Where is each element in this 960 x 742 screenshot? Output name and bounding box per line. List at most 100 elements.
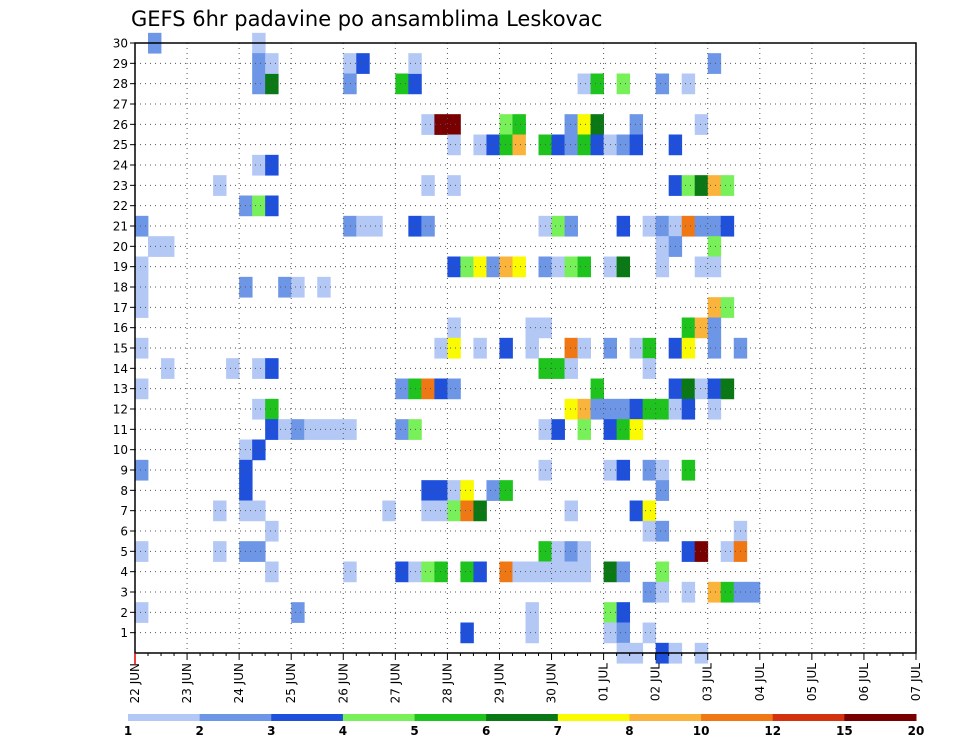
cell-179 [681, 459, 696, 481]
cell-2 [252, 53, 266, 74]
cell-111 [499, 337, 513, 359]
cell-139 [694, 378, 709, 400]
cell-233 [655, 561, 670, 583]
y-tick-label-14: 14 [113, 362, 128, 376]
cell-91 [694, 256, 709, 278]
cell-66 [655, 215, 670, 237]
cell-76 [707, 236, 722, 257]
cell-50 [421, 175, 435, 196]
cell-211 [577, 541, 591, 562]
cell-40 [629, 134, 644, 156]
cell-30 [486, 134, 500, 156]
cell-195 [460, 500, 474, 522]
y-tick-label-7: 7 [120, 504, 128, 518]
y-tick-label-6: 6 [120, 525, 128, 539]
cell-185 [486, 480, 500, 501]
cells-layer [135, 32, 761, 664]
y-tick-label-24: 24 [113, 159, 128, 173]
cell-199 [642, 500, 657, 522]
colorbar-label-15: 15 [836, 724, 853, 738]
cell-62 [551, 215, 565, 237]
x-tick-label-0: 22 JUN [128, 663, 142, 703]
cell-178 [655, 459, 670, 481]
cell-48 [720, 175, 735, 196]
x-tick-label-14: 06 JUL [857, 663, 871, 701]
cell-232 [616, 561, 631, 583]
cell-71 [720, 215, 735, 237]
cell-150 [642, 398, 657, 420]
colorbar-label-20: 20 [908, 724, 925, 738]
cell-113 [564, 337, 578, 359]
colorbar: 1 2 3 4 5 6 7 8 10 12 15 20 [124, 714, 925, 738]
colorbar-swatch-0 [128, 714, 201, 721]
y-tick-label-30: 30 [113, 37, 128, 51]
cell-220 [421, 561, 435, 583]
x-tick-label-5: 27 JUN [388, 663, 402, 703]
cell-237 [707, 581, 722, 603]
cell-36 [577, 134, 591, 156]
cell-101 [525, 317, 539, 339]
cell-119 [681, 337, 696, 359]
cell-72 [148, 236, 162, 257]
cell-31 [499, 134, 513, 156]
cell-55 [135, 215, 149, 237]
cell-90 [655, 256, 670, 278]
chart-title: GEFS 6hr padavine po ansamblima Leskovac [131, 7, 602, 31]
cell-133 [421, 378, 435, 400]
cell-134 [434, 378, 448, 400]
cell-162 [395, 419, 409, 440]
cell-34 [551, 134, 565, 156]
cell-3 [252, 73, 266, 95]
cell-8 [395, 73, 409, 95]
x-tick-label-10: 02 JUL [649, 663, 663, 701]
cell-201 [642, 520, 657, 542]
cell-11 [577, 73, 591, 95]
cell-70 [707, 215, 722, 237]
x-tick-label-13: 05 JUL [805, 663, 819, 701]
y-tick-label-29: 29 [113, 57, 128, 71]
cell-245 [616, 602, 631, 623]
cell-24 [577, 114, 591, 135]
cell-171 [252, 439, 266, 461]
colorbar-swatch-2 [271, 714, 344, 721]
y-tick-label-2: 2 [120, 606, 128, 620]
cell-60 [421, 215, 435, 237]
cell-125 [265, 358, 279, 379]
y-tick-label-13: 13 [113, 382, 128, 396]
y-tick-label-9: 9 [120, 464, 128, 478]
y-tick-label-4: 4 [120, 565, 128, 579]
cell-35 [564, 134, 578, 156]
cell-184 [460, 480, 474, 501]
y-tick-label-12: 12 [113, 403, 128, 417]
y-tick-label-15: 15 [113, 342, 128, 356]
cell-124 [252, 358, 266, 379]
y-tick-label-10: 10 [113, 443, 128, 457]
cell-99 [707, 297, 722, 318]
cell-78 [447, 256, 461, 278]
cell-165 [551, 419, 565, 440]
cell-47 [707, 175, 722, 196]
cell-161 [343, 419, 357, 440]
cell-114 [577, 337, 591, 359]
colorbar-swatch-10 [844, 714, 917, 721]
cell-187 [655, 480, 670, 501]
cell-181 [421, 480, 435, 501]
cell-5 [343, 53, 357, 74]
cell-230 [577, 561, 591, 583]
colorbar-swatch-9 [772, 714, 845, 721]
cell-234 [642, 581, 657, 603]
cell-141 [720, 378, 735, 400]
cell-142 [252, 398, 266, 420]
cell-103 [447, 317, 461, 339]
x-tick-label-8: 30 JUN [545, 663, 559, 703]
cell-105 [694, 317, 709, 339]
cell-96 [291, 276, 305, 298]
cell-42 [252, 154, 266, 176]
y-tick-label-19: 19 [113, 260, 128, 274]
cell-77 [135, 256, 149, 278]
cell-169 [629, 419, 644, 440]
cell-123 [226, 358, 240, 379]
cell-159 [317, 419, 331, 440]
colorbar-swatch-3 [342, 714, 416, 721]
cell-241 [135, 602, 149, 623]
